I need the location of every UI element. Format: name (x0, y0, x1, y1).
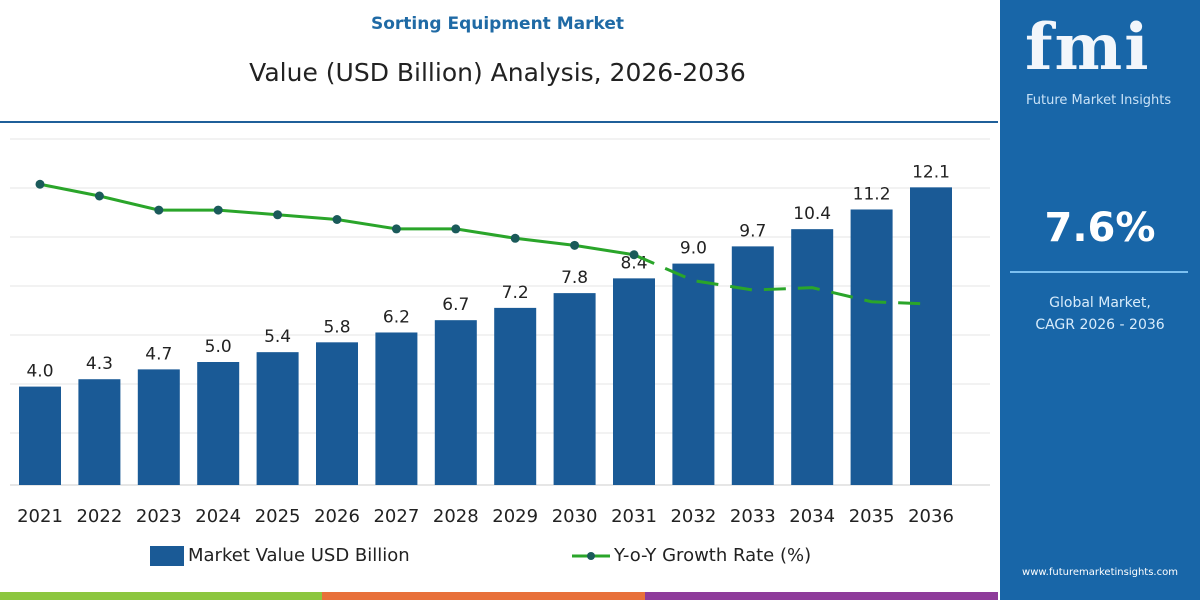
growth-point-2029 (510, 233, 520, 243)
bar-label-2023: 4.7 (145, 344, 172, 364)
x-tick-2024: 2024 (195, 506, 241, 527)
cagr-label-line2: CAGR 2026 - 2036 (1035, 317, 1165, 333)
cagr-label-line1: Global Market, (1049, 295, 1151, 311)
growth-point-2027 (391, 224, 401, 234)
bar-label-2026: 5.8 (323, 317, 350, 337)
side-panel (998, 0, 1200, 600)
legend-bar-swatch (150, 545, 184, 566)
bar-label-2034: 10.4 (793, 204, 831, 224)
x-tick-2029: 2029 (492, 506, 538, 527)
growth-point-2024 (213, 205, 223, 215)
legend-line-swatch (572, 551, 610, 560)
x-tick-2030: 2030 (552, 506, 598, 527)
cagr-value: 7.6% (1044, 205, 1156, 251)
bar-label-2025: 5.4 (264, 327, 291, 347)
bar-label-2028: 6.7 (442, 295, 469, 315)
bar-label-2029: 7.2 (502, 283, 529, 303)
legend-line-label: Y-o-Y Growth Rate (%) (614, 545, 812, 566)
bottom-bar-orange (322, 592, 645, 600)
bar-2022 (78, 379, 121, 485)
bar-2033 (731, 246, 774, 485)
bottom-bar-green (0, 592, 322, 600)
cagr-label: Global Market, CAGR 2026 - 2036 (1000, 292, 1200, 336)
bar-label-2030: 7.8 (561, 268, 588, 288)
x-tick-2032: 2032 (670, 506, 716, 527)
legend-line: Y-o-Y Growth Rate (%) (572, 545, 811, 566)
bar-2032 (672, 263, 715, 485)
x-tick-2022: 2022 (76, 506, 122, 527)
bar-2021 (19, 386, 61, 485)
growth-point-2022 (94, 191, 104, 201)
bar-2034 (791, 229, 834, 485)
chart: 4.0 2021 4.3 2022 4.7 2023 5.0 2024 5.4 2025 5.8 20… (10, 138, 990, 527)
bar-2029 (494, 307, 537, 485)
bar-2030 (553, 293, 596, 485)
x-tick-2027: 2027 (373, 506, 419, 527)
bar-2035 (850, 209, 893, 486)
bar-label-2021: 4.0 (26, 362, 53, 382)
growth-line-dashed (633, 253, 932, 306)
bar-label-2024: 5.0 (205, 337, 232, 357)
growth-point-2031 (629, 250, 639, 260)
x-tick-2025: 2025 (255, 506, 301, 527)
x-tick-2031: 2031 (611, 506, 657, 527)
x-tick-2033: 2033 (730, 506, 776, 527)
growth-point-2028 (451, 224, 461, 234)
header-divider (0, 121, 998, 123)
bar-2028 (434, 320, 477, 485)
x-tick-2023: 2023 (136, 506, 182, 527)
x-tick-2035: 2035 (849, 506, 895, 527)
growth-point-2030 (570, 240, 580, 250)
bar-label-2032: 9.0 (680, 239, 707, 259)
bar-label-2022: 4.3 (86, 354, 113, 374)
fmi-logo: fmi (1025, 10, 1151, 85)
legend-bar: Market Value USD Billion (150, 545, 410, 566)
legend-bar-label: Market Value USD Billion (188, 545, 410, 566)
bar-label-2033: 9.7 (739, 221, 766, 241)
chart-subtitle: Sorting Equipment Market (371, 14, 624, 34)
bar-label-2035: 11.2 (853, 184, 891, 204)
growth-point-2026 (332, 215, 342, 224)
growth-point-2021 (35, 179, 45, 189)
x-tick-2028: 2028 (433, 506, 479, 527)
bar-2031 (613, 278, 655, 485)
bottom-bar-purple (645, 592, 998, 600)
bar-2036 (910, 187, 952, 485)
bar-2025 (256, 352, 299, 485)
x-tick-2021: 2021 (17, 506, 63, 527)
cagr-divider (1010, 271, 1188, 273)
bar-2027 (375, 332, 418, 485)
bar-label-2027: 6.2 (383, 307, 410, 327)
website-url[interactable]: www.futuremarketinsights.com (1022, 567, 1178, 578)
growth-point-2025 (273, 210, 283, 220)
bar-2026 (316, 342, 358, 485)
x-tick-2026: 2026 (314, 506, 360, 527)
bar-2023 (137, 369, 180, 485)
bar-label-2036: 12.1 (912, 162, 950, 182)
x-tick-2036: 2036 (908, 506, 954, 527)
chart-title: Value (USD Billion) Analysis, 2026-2036 (249, 58, 746, 87)
logo-text: Future Market Insights (1026, 93, 1172, 108)
x-tick-2034: 2034 (789, 506, 835, 527)
bar-2024 (197, 362, 240, 485)
growth-point-2023 (154, 205, 164, 215)
